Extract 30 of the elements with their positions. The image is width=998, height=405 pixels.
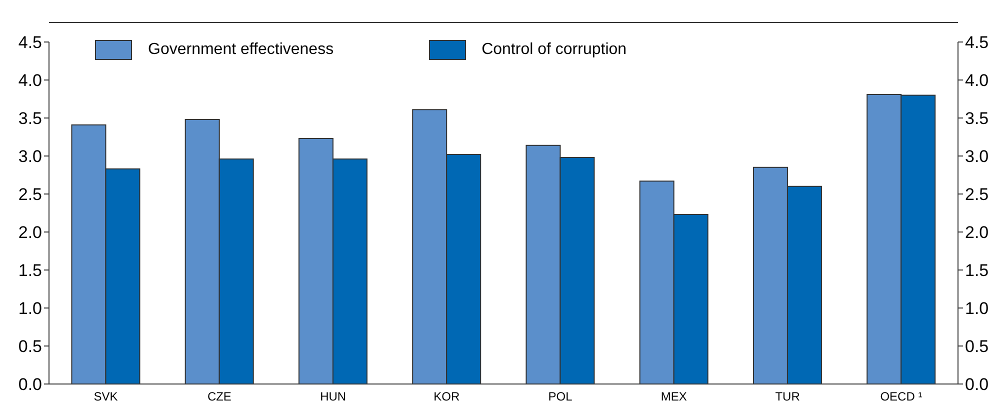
y2-tick-label: 3.5 (965, 109, 989, 128)
x-tick-label: SVK (94, 390, 118, 404)
y-tick-label: 0.5 (18, 337, 42, 356)
y2-tick-label: 0.5 (965, 337, 989, 356)
y2-tick-label: 4.0 (965, 71, 989, 90)
y-tick-label: 2.5 (18, 185, 42, 204)
y2-tick-label: 1.5 (965, 261, 989, 280)
y2-tick-label: 1.0 (965, 299, 989, 318)
x-tick-label: HUN (320, 390, 346, 404)
x-tick-label: KOR (434, 390, 460, 404)
x-tick-label: POL (548, 390, 573, 404)
y2-tick-label: 2.0 (965, 223, 989, 242)
y-tick-label: 3.5 (18, 109, 42, 128)
y-tick-label: 4.0 (18, 71, 42, 90)
y2-tick-label: 2.5 (965, 185, 989, 204)
y2-tick-label: 0.0 (965, 375, 989, 394)
y-tick-label: 1.0 (18, 299, 42, 318)
y-tick-label: 4.5 (18, 33, 42, 52)
y2-tick-label: 4.5 (965, 33, 989, 52)
y-tick-label: 2.0 (18, 223, 42, 242)
y2-tick-label: 3.0 (965, 147, 989, 166)
x-tick-label: MEX (660, 390, 687, 404)
x-tick-label: CZE (207, 390, 232, 404)
legend-label: Government effectiveness (148, 41, 334, 59)
y-tick-label: 3.0 (18, 147, 42, 166)
legend-label: Control of corruption (482, 41, 627, 59)
x-tick-label: TUR (775, 390, 800, 404)
x-tick-label: OECD ¹ (880, 390, 922, 404)
y-tick-label: 0.0 (18, 375, 42, 394)
y-tick-label: 1.5 (18, 261, 42, 280)
